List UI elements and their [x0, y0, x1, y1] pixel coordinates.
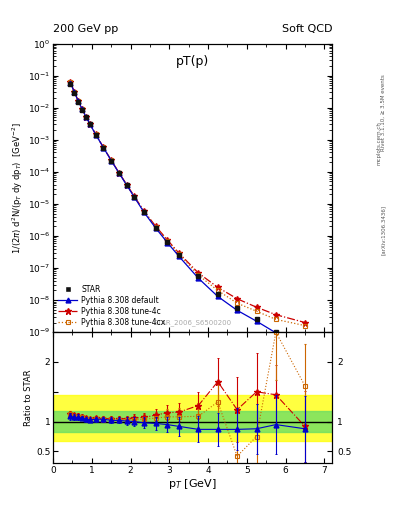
Text: Soft QCD: Soft QCD: [282, 24, 332, 34]
Y-axis label: Ratio to STAR: Ratio to STAR: [24, 370, 33, 426]
Legend: STAR, Pythia 8.308 default, Pythia 8.308 tune-4c, Pythia 8.308 tune-4cx: STAR, Pythia 8.308 default, Pythia 8.308…: [57, 284, 167, 328]
Text: Rivet 3.1.10, ≥ 3.5M events: Rivet 3.1.10, ≥ 3.5M events: [381, 74, 386, 151]
Text: STAR_2006_S6500200: STAR_2006_S6500200: [154, 319, 231, 326]
X-axis label: p$_T$ [GeV]: p$_T$ [GeV]: [168, 477, 217, 490]
Text: 200 GeV pp: 200 GeV pp: [53, 24, 118, 34]
Text: [arXiv:1306.3436]: [arXiv:1306.3436]: [381, 205, 386, 255]
Y-axis label: 1/(2$\pi$) d$^2$N/(p$_T$ dy dp$_T$)  [GeV$^{-2}$]: 1/(2$\pi$) d$^2$N/(p$_T$ dy dp$_T$) [GeV…: [11, 122, 25, 253]
Text: pT(p): pT(p): [176, 55, 209, 68]
Bar: [53, 411, 332, 432]
Bar: [53, 395, 332, 441]
Text: mcplots.cern.ch: mcplots.cern.ch: [377, 121, 382, 165]
